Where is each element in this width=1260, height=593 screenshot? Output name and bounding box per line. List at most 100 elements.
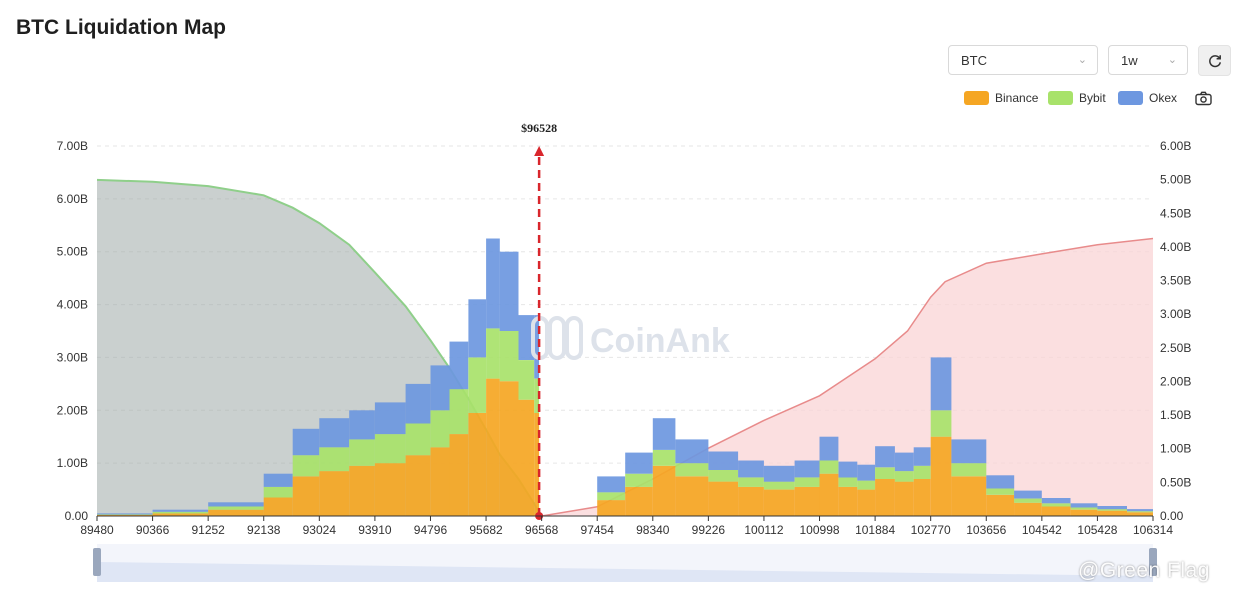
legend-label: Binance bbox=[995, 91, 1039, 105]
bar-okex bbox=[292, 428, 320, 456]
bar-bybit bbox=[534, 378, 540, 413]
bar-bybit bbox=[518, 360, 535, 400]
y-right-tick-label: 1.00B bbox=[1160, 442, 1191, 456]
bar-binance bbox=[486, 378, 500, 516]
x-tick-label: 101884 bbox=[855, 523, 895, 537]
y-right-tick-label: 1.50B bbox=[1160, 408, 1191, 422]
bar-okex bbox=[534, 315, 540, 379]
x-tick-label: 93910 bbox=[358, 523, 392, 537]
bar-binance bbox=[263, 497, 293, 516]
bar-okex bbox=[449, 341, 469, 390]
bar-bybit bbox=[486, 328, 500, 379]
x-tick-label: 99226 bbox=[692, 523, 726, 537]
bar-okex bbox=[986, 475, 1015, 489]
bar-binance bbox=[1041, 506, 1071, 516]
bar-okex bbox=[374, 402, 406, 435]
bar-binance bbox=[894, 481, 914, 516]
bar-binance bbox=[838, 486, 858, 516]
x-tick-label: 98340 bbox=[636, 523, 670, 537]
y-right-tick-label: 3.50B bbox=[1160, 274, 1191, 288]
bar-okex bbox=[738, 460, 764, 478]
chevron-down-icon: ⌄ bbox=[1077, 54, 1087, 66]
y-left-tick-label: 3.00B bbox=[57, 350, 88, 364]
y-right-tick-label: 4.50B bbox=[1160, 206, 1191, 220]
x-tick-label: 90366 bbox=[136, 523, 170, 537]
bar-okex bbox=[625, 452, 653, 474]
refresh-icon bbox=[1208, 54, 1221, 67]
bar-bybit bbox=[1070, 507, 1098, 510]
bar-bybit bbox=[292, 455, 320, 477]
bar-okex bbox=[486, 238, 500, 329]
y-right-tick-label: 0.00 bbox=[1160, 509, 1184, 523]
bar-okex bbox=[763, 465, 795, 482]
bar-okex bbox=[1014, 490, 1042, 499]
bar-okex bbox=[875, 446, 895, 468]
bar-binance bbox=[374, 463, 406, 516]
bar-bybit bbox=[652, 449, 676, 466]
y-left-tick-label: 7.00B bbox=[57, 139, 88, 153]
y-right-tick-label: 5.00B bbox=[1160, 173, 1191, 187]
y-left-tick-label: 4.00B bbox=[57, 298, 88, 312]
zoom-slider[interactable] bbox=[93, 544, 1157, 582]
bar-binance bbox=[930, 436, 952, 516]
bar-binance bbox=[449, 434, 469, 516]
bar-binance bbox=[763, 489, 795, 516]
cumulative-short-area bbox=[541, 238, 1153, 516]
y-right-tick-label: 6.00B bbox=[1160, 139, 1191, 153]
bar-binance bbox=[951, 476, 987, 516]
legend-item-binance[interactable]: Binance bbox=[964, 90, 1038, 106]
bar-bybit bbox=[986, 488, 1015, 495]
bar-binance bbox=[405, 455, 431, 516]
x-tick-label: 96568 bbox=[525, 523, 559, 537]
bar-okex bbox=[97, 513, 153, 515]
x-tick-label: 100998 bbox=[800, 523, 840, 537]
legend-swatch bbox=[1048, 91, 1073, 105]
bar-bybit bbox=[468, 357, 487, 413]
bar-bybit bbox=[349, 439, 375, 466]
y-right-tick-label: 0.50B bbox=[1160, 475, 1191, 489]
bar-bybit bbox=[913, 465, 931, 479]
bar-binance bbox=[1097, 510, 1127, 516]
legend-item-okex[interactable]: Okex bbox=[1118, 90, 1177, 106]
bar-okex bbox=[1127, 509, 1153, 512]
bar-binance bbox=[499, 381, 519, 516]
x-tick-label: 106314 bbox=[1133, 523, 1173, 537]
slider-handle-right[interactable] bbox=[1149, 548, 1157, 576]
coin-select[interactable]: BTC ⌄ bbox=[948, 45, 1098, 75]
legend-item-bybit[interactable]: Bybit bbox=[1048, 90, 1106, 106]
screenshot-button[interactable] bbox=[1195, 91, 1212, 111]
bar-binance bbox=[819, 473, 839, 516]
bar-okex bbox=[518, 315, 535, 360]
bar-binance bbox=[652, 465, 676, 516]
bar-binance bbox=[913, 479, 931, 516]
bar-okex bbox=[857, 464, 876, 481]
y-left-tick-label: 1.00B bbox=[57, 456, 88, 470]
bar-binance bbox=[597, 500, 626, 516]
bar-binance bbox=[625, 486, 653, 516]
bar-okex bbox=[1097, 506, 1127, 510]
bar-bybit bbox=[894, 471, 914, 482]
bar-bybit bbox=[794, 477, 820, 487]
bar-binance bbox=[468, 412, 487, 516]
bar-binance bbox=[1070, 509, 1098, 516]
bar-bybit bbox=[152, 511, 209, 514]
x-tick-label: 105428 bbox=[1077, 523, 1117, 537]
corner-watermark: @Green Flag bbox=[1078, 559, 1210, 582]
period-select[interactable]: 1w ⌄ bbox=[1108, 45, 1188, 75]
y-left-tick-label: 2.00B bbox=[57, 403, 88, 417]
bar-bybit bbox=[263, 486, 293, 498]
current-price-label: $96528 bbox=[521, 121, 557, 135]
bar-bybit bbox=[319, 447, 350, 472]
legend-swatch bbox=[964, 91, 989, 105]
y-right-tick-label: 2.50B bbox=[1160, 341, 1191, 355]
bar-binance bbox=[738, 486, 764, 516]
bar-bybit bbox=[430, 410, 450, 448]
bar-bybit bbox=[763, 481, 795, 490]
bar-bybit bbox=[838, 477, 858, 487]
page-title: BTC Liquidation Map bbox=[16, 16, 226, 39]
bar-okex bbox=[930, 357, 952, 411]
x-tick-label: 104542 bbox=[1022, 523, 1062, 537]
bar-binance bbox=[292, 476, 320, 516]
slider-handle-left[interactable] bbox=[93, 548, 101, 576]
refresh-button[interactable] bbox=[1198, 45, 1231, 76]
